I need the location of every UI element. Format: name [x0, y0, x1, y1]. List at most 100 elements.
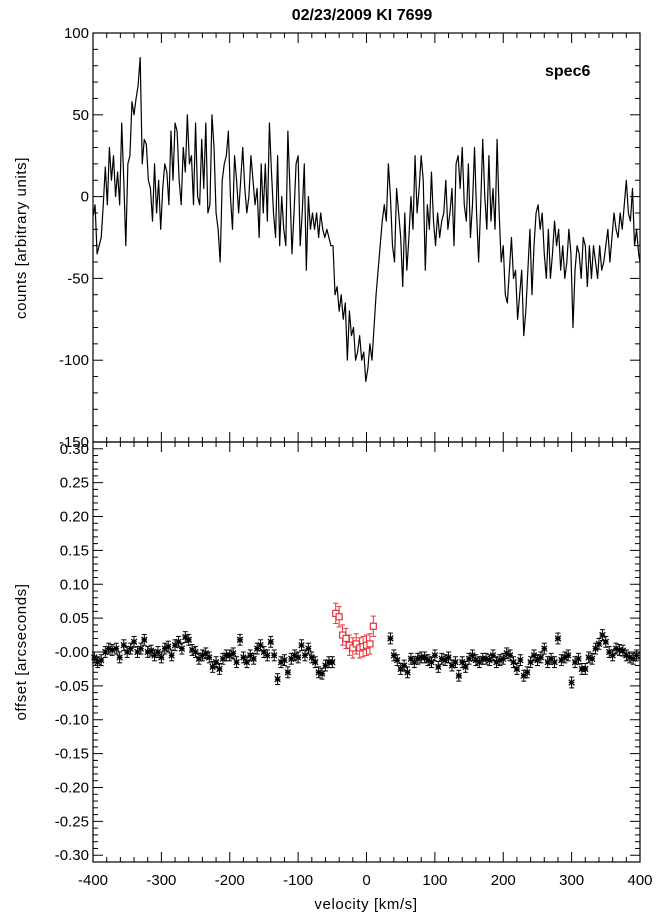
offset-point [182, 631, 189, 644]
offset-point [226, 649, 234, 662]
bottom-y-tick-label: 0.05 [60, 610, 89, 627]
asterisk-marker [397, 665, 404, 673]
asterisk-marker [171, 641, 179, 649]
offset-point [270, 649, 278, 662]
asterisk-marker [123, 648, 131, 656]
asterisk-marker [205, 654, 213, 661]
asterisk-marker [435, 663, 442, 671]
x-tick-label: -300 [146, 872, 176, 889]
asterisk-marker [141, 636, 148, 644]
offset-point [233, 656, 240, 669]
offset-point [277, 656, 285, 669]
asterisk-marker [387, 635, 394, 642]
asterisk-marker [168, 652, 175, 659]
offset-point [575, 652, 582, 665]
offset-point [458, 656, 466, 669]
asterisk-marker [561, 654, 569, 661]
x-tick-label: 200 [491, 872, 516, 889]
asterisk-marker [322, 662, 329, 669]
asterisk-marker [476, 658, 483, 666]
offset-point [387, 632, 394, 645]
asterisk-marker [105, 645, 112, 652]
square-marker [369, 622, 377, 630]
asterisk-marker [127, 645, 134, 652]
offset-point [130, 635, 138, 648]
offset-point [240, 651, 247, 664]
offset-point [619, 644, 627, 657]
asterisk-marker [134, 648, 141, 656]
offset-point [97, 654, 105, 667]
offset-point [465, 652, 473, 665]
offset-point [541, 642, 548, 655]
offset-point [523, 666, 531, 679]
offset-point [322, 659, 329, 672]
asterisk-marker [595, 640, 603, 648]
asterisk-marker [489, 652, 497, 659]
offset-point [301, 649, 309, 662]
asterisk-marker [250, 655, 257, 663]
offset-point [421, 651, 428, 664]
offset-point [108, 644, 116, 656]
asterisk-marker [195, 655, 203, 663]
asterisk-marker [479, 655, 486, 663]
offset-point [564, 649, 572, 662]
asterisk-marker [438, 655, 445, 663]
asterisk-marker [400, 662, 408, 669]
asterisk-marker [291, 652, 298, 659]
offset-point [236, 633, 244, 646]
offset-point [188, 644, 196, 656]
asterisk-marker [178, 645, 186, 652]
top-y-tick-label: -100 [59, 352, 89, 369]
x-tick-label: 400 [627, 872, 652, 889]
asterisk-marker [585, 654, 592, 661]
asterisk-marker [503, 650, 510, 657]
asterisk-marker [294, 654, 302, 661]
asterisk-marker [530, 652, 538, 659]
asterisk-marker [421, 654, 428, 661]
offset-point [284, 666, 292, 679]
offset-point [476, 656, 483, 669]
offset-point [390, 649, 398, 662]
offset-point [445, 651, 452, 664]
offset-point [105, 642, 112, 655]
asterisk-marker [202, 650, 210, 657]
asterisk-marker [592, 645, 599, 652]
asterisk-marker [469, 652, 476, 659]
asterisk-marker [281, 656, 288, 664]
asterisk-marker [151, 652, 158, 659]
offset-point [472, 654, 480, 667]
offset-point [394, 654, 401, 667]
offset-point [178, 642, 186, 655]
asterisk-marker [394, 656, 401, 664]
asterisk-marker [571, 658, 579, 666]
offset-point [558, 654, 565, 667]
asterisk-marker [305, 645, 312, 652]
asterisk-marker [182, 633, 189, 641]
offset-point [308, 651, 316, 664]
offset-point [527, 656, 534, 669]
x-tick-label: -200 [215, 872, 245, 889]
bottom-y-tick-label: 0.25 [60, 475, 89, 492]
offset-point [462, 660, 469, 673]
offset-point-red [369, 615, 377, 637]
top-axes: 100 50 0 -50 -100 -150 [59, 25, 641, 451]
offset-point [164, 640, 172, 653]
asterisk-marker [517, 656, 524, 664]
asterisk-marker [233, 658, 240, 666]
offset-point [264, 649, 271, 662]
offset-point [506, 649, 514, 662]
asterisk-marker [329, 658, 336, 666]
offset-point [161, 642, 169, 655]
asterisk-marker [257, 641, 264, 649]
offset-point [267, 635, 275, 648]
asterisk-marker [616, 646, 623, 654]
asterisk-marker [161, 645, 169, 652]
asterisk-marker [91, 654, 98, 661]
asterisk-marker [137, 645, 145, 652]
offset-point [281, 654, 288, 667]
asterisk-marker [288, 655, 295, 663]
asterisk-marker [223, 652, 230, 659]
offset-point [438, 652, 445, 665]
offset-point [595, 637, 603, 650]
asterisk-marker [458, 658, 466, 666]
